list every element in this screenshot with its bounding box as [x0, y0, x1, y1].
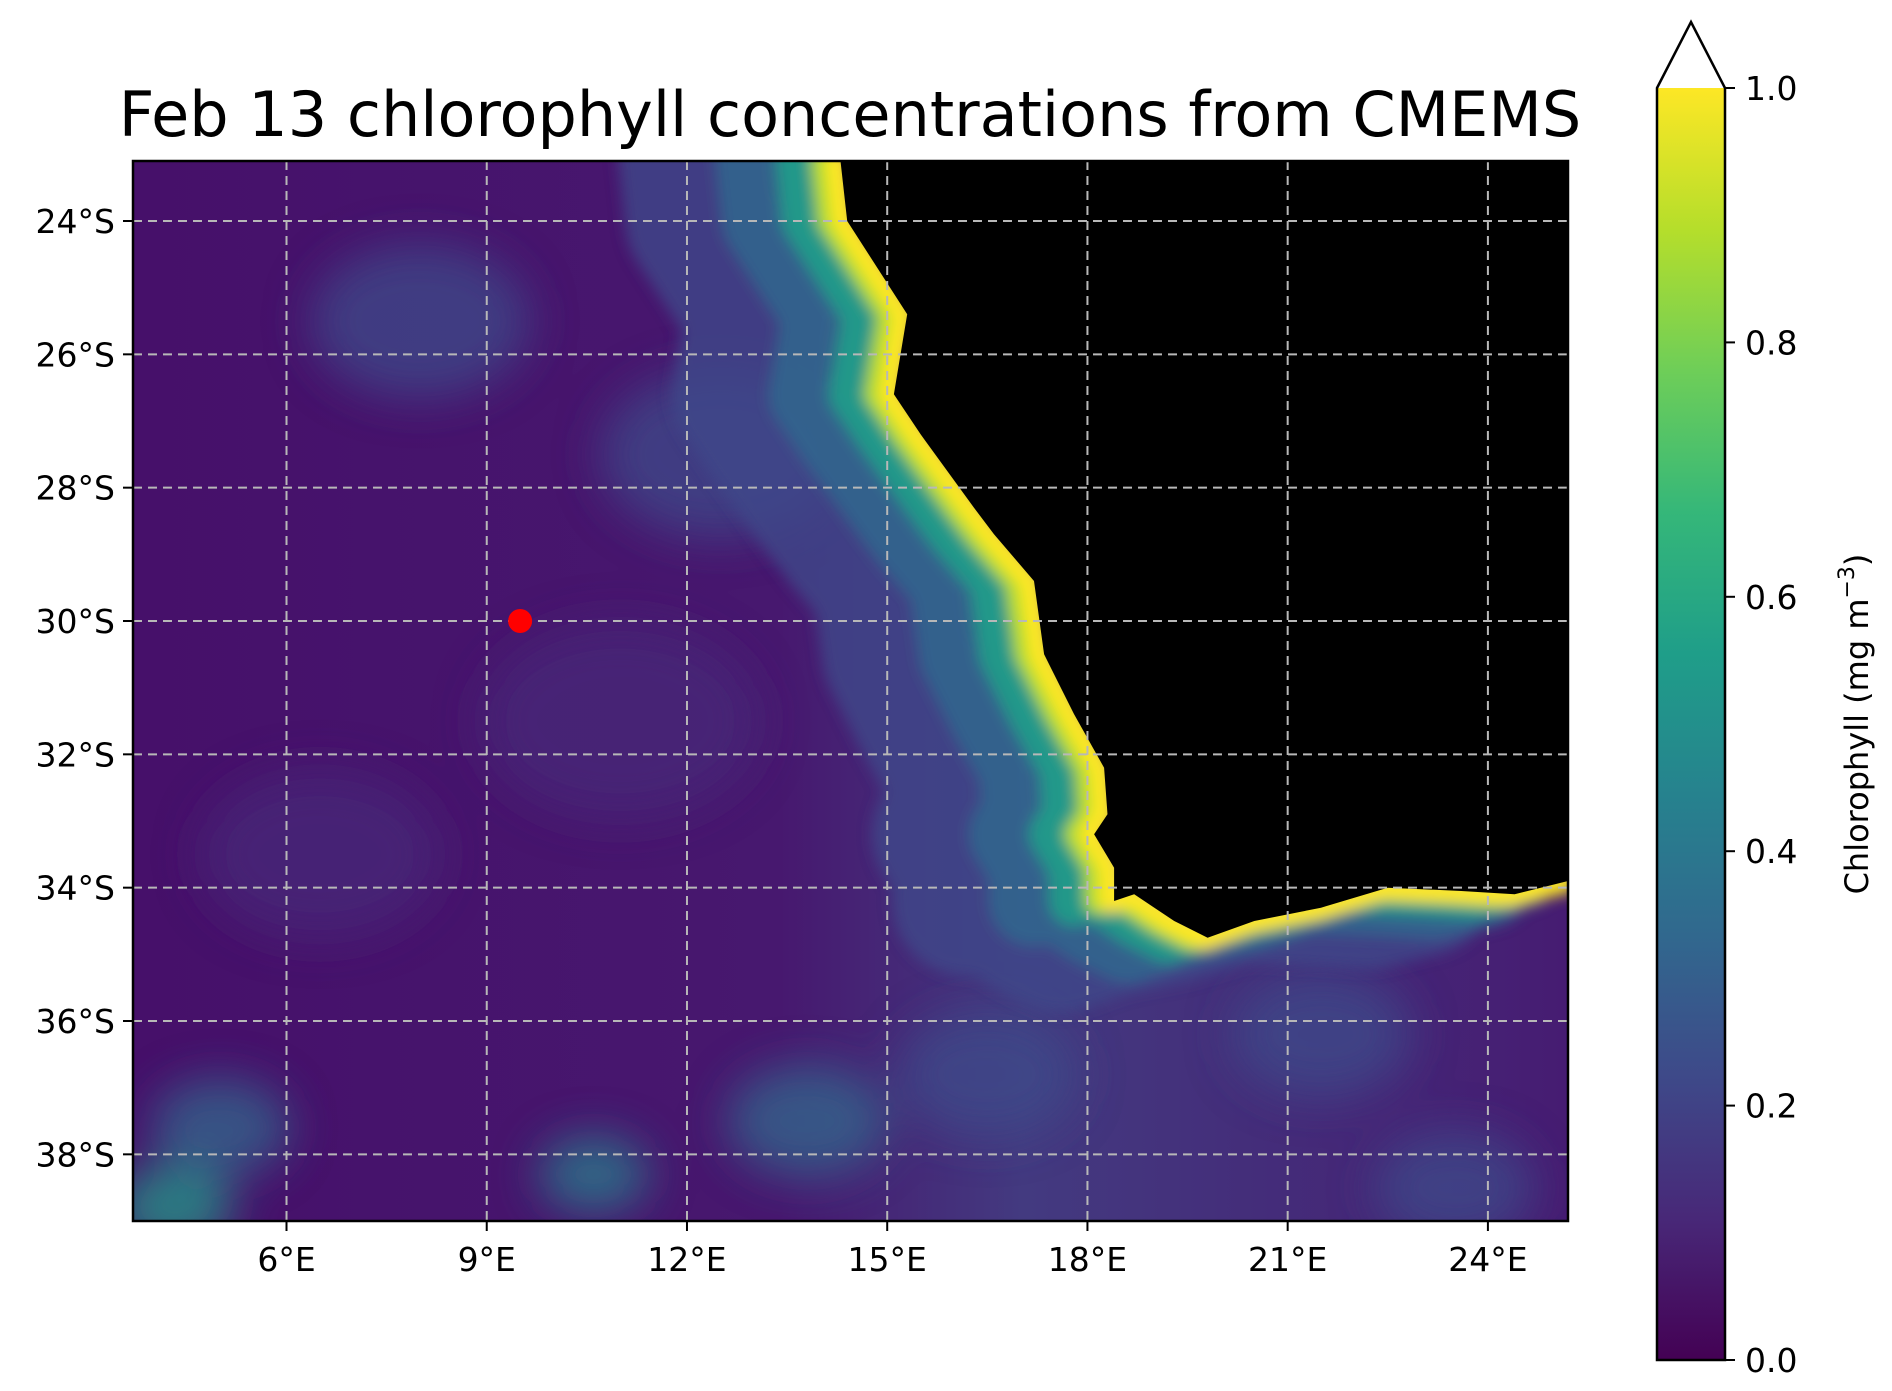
- gridlines: [133, 161, 1568, 1221]
- lat-tick-label: 38°S: [36, 1135, 115, 1174]
- chart-title: Feb 13 chlorophyll concentrations from C…: [119, 78, 1581, 151]
- lon-tick-label: 15°E: [848, 1240, 927, 1279]
- lon-tick-label: 24°E: [1448, 1240, 1527, 1279]
- map-panel: [133, 161, 1568, 1221]
- colorbar-tick-label: 0.0: [1745, 1341, 1797, 1380]
- colorbar-tick-label: 0.4: [1745, 832, 1797, 871]
- eddy: [538, 1135, 649, 1213]
- eddy: [1231, 971, 1412, 1098]
- lon-tick-label: 6°E: [257, 1240, 315, 1279]
- colorbar-ticks: 0.0 0.2 0.4 0.6 0.8 1.0: [1725, 69, 1797, 1380]
- eddy: [310, 244, 530, 398]
- colorbar-tick-label: 1.0: [1745, 69, 1797, 108]
- lat-axis: 24°S 26°S 28°S 30°S 32°S 34°S 36°S 38°S: [36, 202, 133, 1174]
- colorbar-tick-label: 0.8: [1745, 323, 1797, 362]
- map-frame: [131, 159, 1570, 1223]
- lat-tick-label: 36°S: [36, 1002, 115, 1041]
- eddy: [199, 770, 440, 939]
- lon-tick-label: 12°E: [647, 1240, 726, 1279]
- lat-tick-label: 28°S: [36, 469, 115, 508]
- colorbar-outline: [1655, 19, 1727, 1362]
- lon-axis: 6°E 9°E 12°E 15°E 18°E 21°E 24°E: [257, 1221, 1528, 1279]
- colorbar-label: Chlorophyll (mg m−3): [1835, 554, 1876, 895]
- lat-tick-label: 34°S: [36, 869, 115, 908]
- colorbar-tick-label: 0.6: [1745, 578, 1797, 617]
- colorbar-tick-label: 0.2: [1745, 1087, 1797, 1126]
- lat-tick-label: 24°S: [36, 202, 115, 241]
- eddy: [1374, 1131, 1535, 1221]
- colorbar-fill: [1657, 88, 1725, 1360]
- lon-tick-label: 21°E: [1248, 1240, 1327, 1279]
- lat-tick-label: 30°S: [36, 602, 115, 641]
- eddy: [480, 623, 761, 819]
- eddy: [133, 1165, 234, 1221]
- station-marker: [508, 609, 533, 633]
- colorbar: 0.0 0.2 0.4 0.6 0.8 1.0 Chlorophyll (mg m−3): [1655, 19, 1876, 1380]
- eddy: [149, 1078, 290, 1177]
- eddy: [727, 1065, 888, 1177]
- lon-tick-label: 18°E: [1048, 1240, 1127, 1279]
- eddy: [897, 1011, 1078, 1138]
- lon-tick-label: 9°E: [458, 1240, 516, 1279]
- lat-tick-label: 32°S: [36, 735, 115, 774]
- lat-tick-label: 26°S: [36, 335, 115, 374]
